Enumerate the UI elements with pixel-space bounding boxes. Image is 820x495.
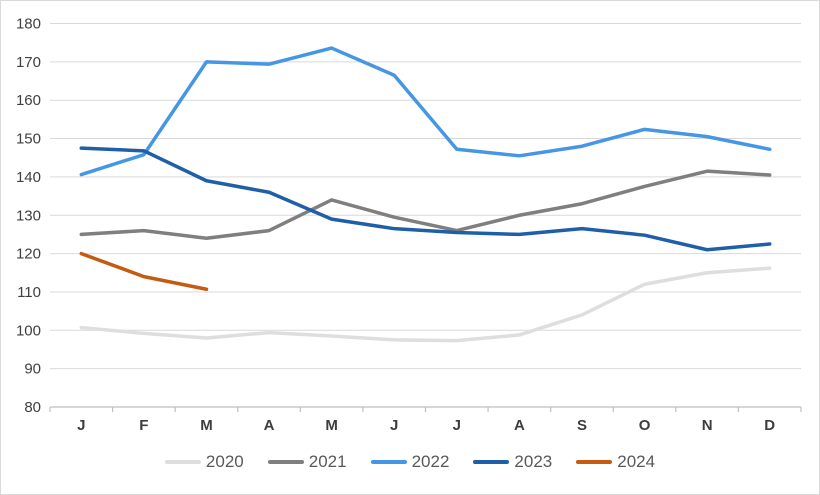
y-axis-tick-label-180: 180: [16, 16, 41, 33]
y-axis-tick-label-120: 120: [16, 246, 41, 263]
legend-label: 2020: [205, 452, 244, 471]
x-axis-month-label-2: M: [200, 417, 213, 434]
x-axis-month-label-3: A: [264, 417, 275, 434]
x-axis-month-label-11: D: [764, 417, 775, 434]
series-line-2020: [79, 266, 772, 343]
legend-line-swatch: [473, 459, 510, 464]
x-axis-month-label-1: F: [139, 417, 148, 434]
x-axis-month-label-10: N: [702, 417, 713, 434]
series-line-2023: [79, 146, 772, 252]
legend-line-swatch: [370, 459, 407, 464]
legend-label: 2023: [514, 452, 553, 471]
legend-item-2021: 2021: [267, 452, 347, 471]
series-line-2024: [79, 251, 209, 292]
x-axis-month-label-6: J: [453, 417, 461, 434]
y-axis-tick-label-90: 90: [24, 361, 41, 378]
legend-label: 2021: [308, 452, 347, 471]
legend-line-swatch: [576, 459, 613, 464]
y-axis-tick-label-150: 150: [16, 131, 41, 148]
y-axis-tick-label-100: 100: [16, 322, 41, 339]
series-line-2021: [79, 169, 772, 241]
x-axis-month-label-7: A: [514, 417, 525, 434]
legend-line-swatch: [267, 459, 304, 464]
series-line-2022: [79, 46, 772, 177]
legend-label: 2022: [411, 452, 450, 471]
y-axis-tick-label-110: 110: [17, 284, 41, 301]
y-axis-tick-label-170: 170: [16, 54, 41, 71]
legend-item-2020: 2020: [164, 452, 244, 471]
x-axis-month-label-5: J: [390, 417, 398, 434]
legend-item-2022: 2022: [370, 452, 450, 471]
x-axis-month-label-9: O: [639, 417, 651, 434]
x-axis-month-label-0: J: [77, 417, 85, 434]
y-axis-tick-label-160: 160: [16, 92, 41, 109]
legend-item-2024: 2024: [576, 453, 655, 470]
legend-item-2023: 2023: [473, 453, 552, 470]
y-axis-tick-label-130: 130: [16, 207, 41, 224]
chart-legend: 2020 2021 2022 2023 2024: [1, 453, 819, 470]
legend-line-swatch: [164, 459, 201, 464]
x-axis-month-label-4: M: [325, 417, 338, 434]
y-axis-tick-label-80: 80: [24, 399, 41, 416]
y-axis-tick-label-140: 140: [16, 169, 41, 186]
x-axis-month-label-8: S: [577, 417, 587, 434]
legend-label: 2024: [617, 452, 656, 471]
